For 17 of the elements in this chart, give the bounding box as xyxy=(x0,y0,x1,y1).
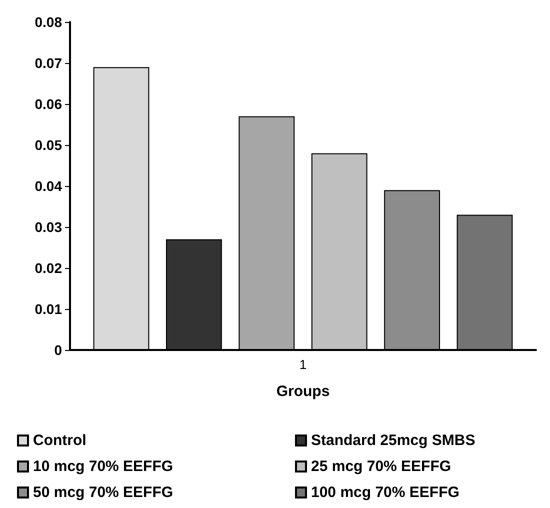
legend-label: 50 mcg 70% EEFFG xyxy=(33,484,174,501)
x-axis-title: Groups xyxy=(276,383,330,400)
legend-label: 25 mcg 70% EEFFG xyxy=(311,458,452,475)
y-tick-label: 0.01 xyxy=(34,301,62,317)
legend-label: Control xyxy=(33,432,86,449)
legend-label: 100 mcg 70% EEFFG xyxy=(311,484,460,501)
y-tick-label: 0.02 xyxy=(34,260,62,276)
y-tick-label: 0.08 xyxy=(34,14,62,30)
y-tick-label: 0.03 xyxy=(34,219,62,235)
y-tick-label: 0.06 xyxy=(34,96,62,112)
y-tick-label: 0.05 xyxy=(34,137,62,153)
x-tick-label: 1 xyxy=(299,357,307,372)
y-tick-label: 0 xyxy=(54,342,62,358)
legend-label: 10 mcg 70% EEFFG xyxy=(33,458,174,475)
y-tick-label: 0.04 xyxy=(34,178,62,194)
y-tick-label: 0.07 xyxy=(34,55,62,71)
legend-label: Standard 25mcg SMBS xyxy=(311,432,476,449)
